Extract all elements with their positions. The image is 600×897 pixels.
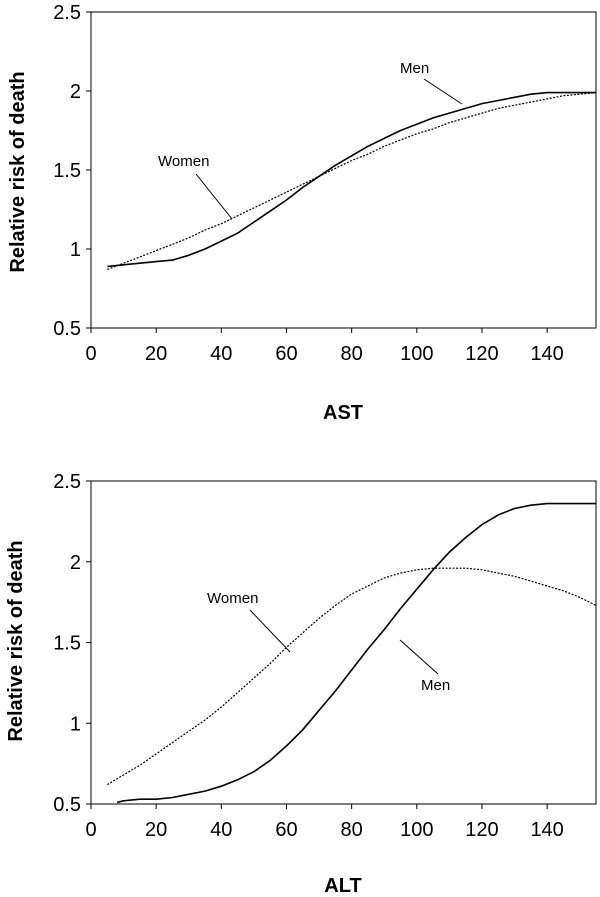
ast-men-leader-line [423,78,463,105]
ast-x-tick-label: 80 [341,343,363,365]
ast-series-women-line [107,92,597,271]
alt-series-women-line [106,567,597,786]
ast-y-tick-label: 2.5 [53,2,81,24]
alt-men-leader-line [399,639,439,675]
alt-x-tick-label: 0 [85,819,96,841]
ast-plot-frame [90,11,597,329]
alt-y-tick-label: 2 [70,552,81,574]
ast-women-leader-line [195,173,233,220]
alt-plot-area: 0.5 1 1.5 2 2.5 0 20 40 60 80 100 120 140 [53,471,597,841]
ast-x-tick-label: 140 [530,343,563,365]
ast-x-axis-title: AST [323,402,363,424]
alt-x-tick-label: 140 [530,819,563,841]
alt-y-tick-label: 1.5 [53,633,81,655]
alt-women-label: Women [207,590,258,607]
alt-x-tick-label: 60 [275,819,297,841]
ast-y-tick-label: 2 [70,81,81,103]
alt-men-label: Men [421,677,450,694]
ast-y-tick-label: 1.5 [53,160,81,182]
alt-x-tick-label: 80 [341,819,363,841]
ast-men-label: Men [400,60,429,77]
alt-x-tick-label: 20 [145,819,167,841]
alt-y-tick-label: 2.5 [53,471,81,493]
alt-series-men-line [116,502,596,804]
ast-series-men-line [107,91,596,268]
alt-x-tick-label: 100 [400,819,433,841]
ast-x-tick-label: 0 [85,343,96,365]
ast-x-tick-label: 120 [465,343,498,365]
ast-x-tick-label: 60 [275,343,297,365]
alt-y-tick-label: 0.5 [53,794,81,816]
ast-x-tick-label: 20 [145,343,167,365]
alt-plot-frame [90,480,597,805]
ast-x-tick-label: 40 [210,343,232,365]
ast-women-label: Women [158,153,209,170]
alt-x-axis-title: ALT [324,875,361,897]
ast-y-tick-label: 0.5 [53,318,81,340]
alt-x-tick-label: 120 [465,819,498,841]
ast-y-tick-label: 1 [70,239,81,261]
alt-y-axis-title: Relative risk of death [5,540,27,741]
alt-women-leader-line [249,609,291,653]
alt-x-tick-label: 40 [210,819,232,841]
alt-chart: 0.5 1 1.5 2 2.5 0 20 40 60 80 100 120 140 ALT Relati… [5,471,597,897]
ast-chart: 0.5 1 1.5 2 2.5 0 20 40 60 80 100 120 140 AST Relati… [7,2,597,424]
ast-y-axis-title: Relative risk of death [7,71,29,272]
ast-x-tick-label: 100 [400,343,433,365]
alt-y-tick-label: 1 [70,713,81,735]
ast-plot-area: 0.5 1 1.5 2 2.5 0 20 40 60 80 100 120 140 [53,2,597,365]
